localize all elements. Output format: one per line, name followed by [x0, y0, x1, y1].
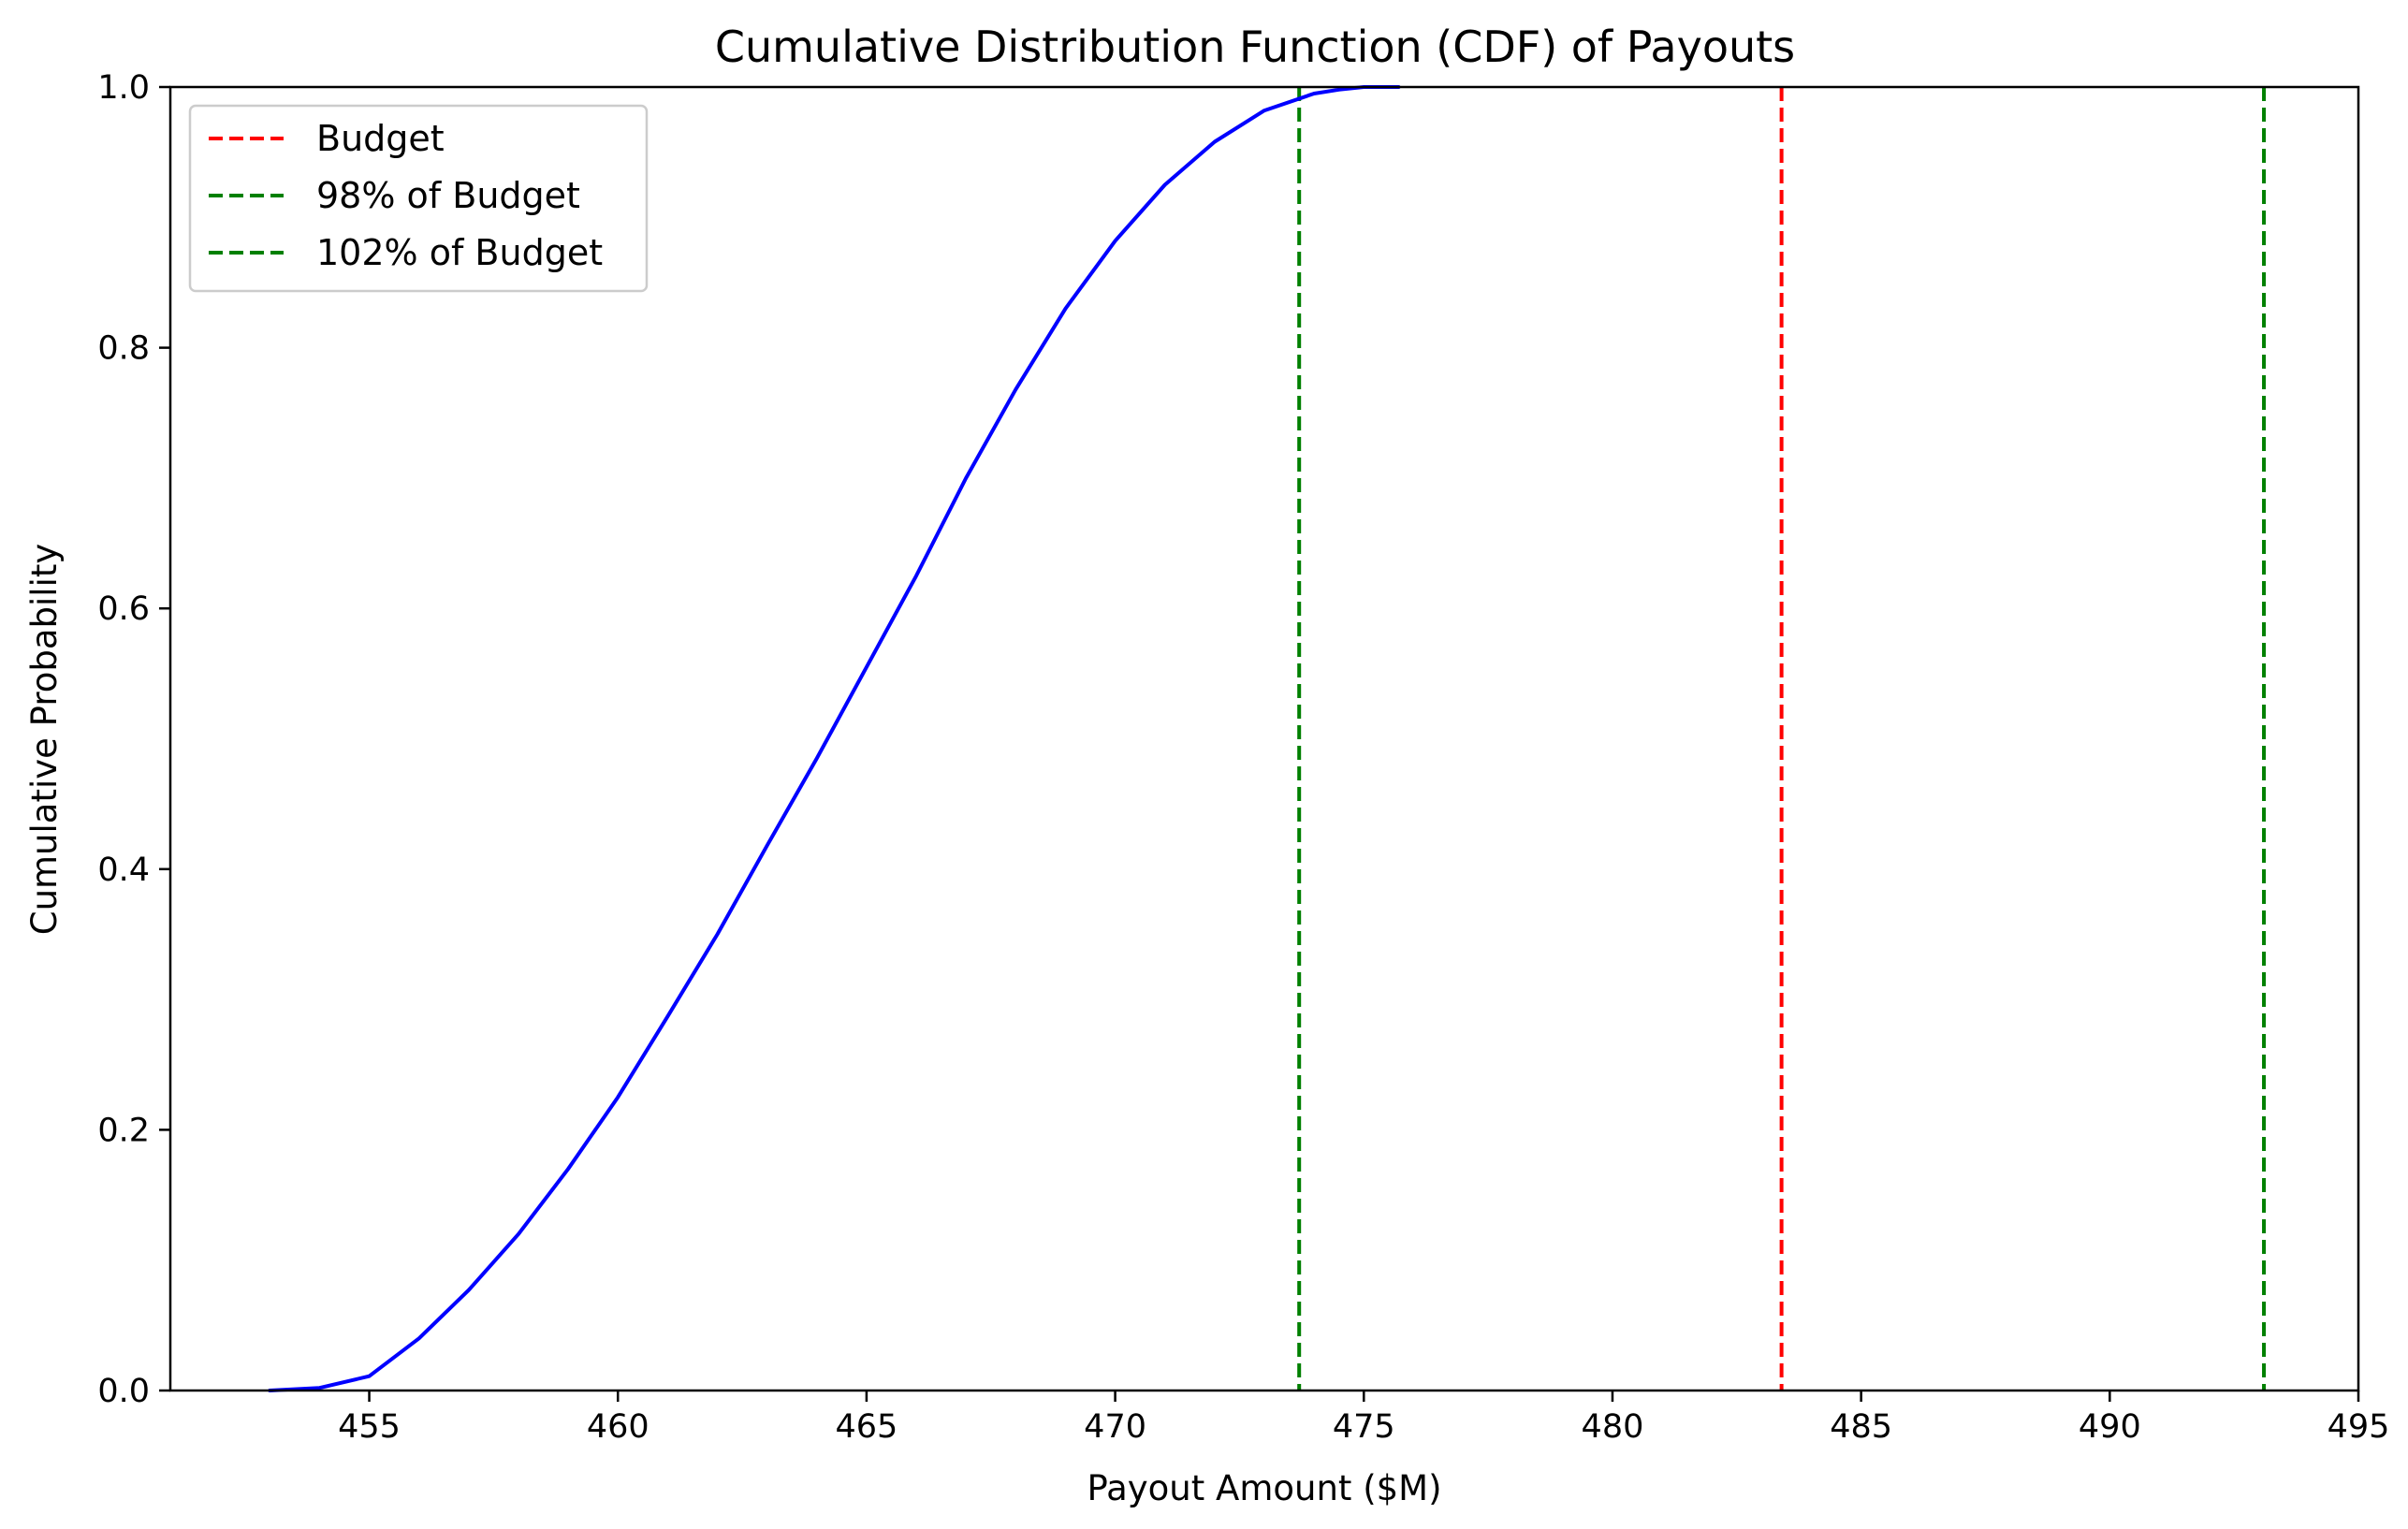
legend-label-1: 98% of Budget — [316, 175, 580, 216]
y-axis-label: Cumulative Probability — [24, 544, 65, 936]
y-tick-label-1: 0.2 — [97, 1112, 150, 1149]
y-tick-label-3: 0.6 — [97, 590, 150, 628]
x-tick-label-1: 460 — [587, 1408, 649, 1446]
y-tick-label-2: 0.4 — [97, 852, 150, 889]
x-tick-label-4: 475 — [1333, 1408, 1395, 1446]
y-tick-label-0: 0.0 — [97, 1373, 150, 1410]
cdf-line-0 — [268, 85, 1401, 1392]
legend-label-2: 102% of Budget — [316, 232, 603, 273]
x-tick-label-2: 465 — [836, 1408, 898, 1446]
x-tick-label-8: 495 — [2328, 1408, 2390, 1446]
y-axis-ticks: 0.0 0.2 0.4 0.6 0.8 1.0 — [97, 69, 170, 1410]
legend-label-0: Budget — [316, 118, 445, 159]
reference-lines — [1297, 87, 2267, 1391]
legend: Budget 98% of Budget 102% of Budget — [188, 104, 649, 293]
legend-box — [188, 104, 649, 293]
x-tick-label-6: 485 — [1830, 1408, 1892, 1446]
x-axis-ticks: 455 460 465 470 475 480 485 490 495 — [338, 1391, 2389, 1446]
series-lines — [268, 85, 1401, 1392]
x-tick-label-0: 455 — [338, 1408, 401, 1446]
x-axis-label: Payout Amount ($M) — [1087, 1468, 1441, 1508]
x-tick-label-7: 490 — [2079, 1408, 2141, 1446]
x-tick-label-3: 470 — [1084, 1408, 1146, 1446]
axes-frame — [168, 85, 2360, 1392]
y-tick-label-5: 1.0 — [97, 69, 150, 107]
chart-title: Cumulative Distribution Function (CDF) o… — [715, 22, 1795, 72]
x-tick-label-5: 480 — [1582, 1408, 1644, 1446]
y-tick-label-4: 0.8 — [97, 330, 150, 368]
